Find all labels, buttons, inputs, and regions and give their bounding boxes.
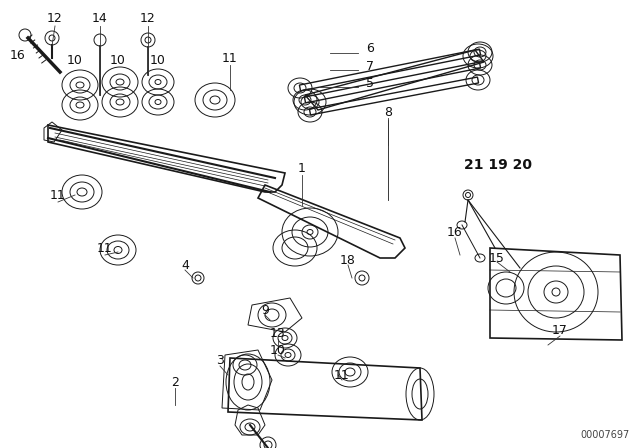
Text: 13: 13 — [270, 327, 286, 340]
Text: 10: 10 — [270, 344, 286, 357]
Text: 1: 1 — [298, 161, 306, 175]
Text: 7: 7 — [366, 60, 374, 73]
Text: 18: 18 — [340, 254, 356, 267]
Text: 11: 11 — [50, 189, 66, 202]
Text: 14: 14 — [92, 12, 108, 25]
Text: 4: 4 — [181, 258, 189, 271]
Text: 00007697: 00007697 — [580, 430, 630, 440]
Text: 10: 10 — [110, 53, 126, 66]
Text: 10: 10 — [150, 53, 166, 66]
Text: 11: 11 — [222, 52, 238, 65]
Text: 6: 6 — [366, 42, 374, 55]
Text: 21 19 20: 21 19 20 — [464, 158, 532, 172]
Text: 10: 10 — [67, 53, 83, 66]
Text: 17: 17 — [552, 323, 568, 336]
Text: 9: 9 — [261, 303, 269, 316]
Text: 12: 12 — [140, 12, 156, 25]
Text: 5: 5 — [366, 77, 374, 90]
Text: 8: 8 — [384, 105, 392, 119]
Text: 2: 2 — [171, 375, 179, 388]
Text: 16: 16 — [447, 225, 463, 238]
Text: 16: 16 — [10, 48, 26, 61]
Text: 11: 11 — [97, 241, 113, 254]
Text: 15: 15 — [489, 251, 505, 264]
Text: 11: 11 — [334, 369, 350, 382]
Text: 3: 3 — [216, 353, 224, 366]
Text: 12: 12 — [47, 12, 63, 25]
